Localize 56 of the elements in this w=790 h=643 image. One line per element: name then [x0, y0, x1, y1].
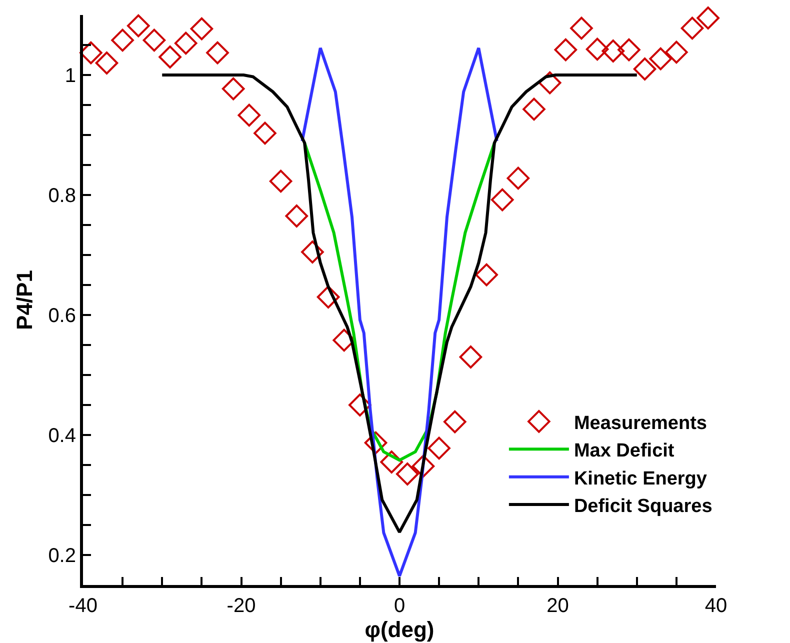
point: [95, 52, 118, 74]
point: [80, 41, 102, 64]
x-tick-label: -40: [68, 595, 98, 617]
point: [380, 450, 403, 474]
point: [602, 40, 625, 62]
point: [680, 16, 704, 40]
point: [142, 28, 166, 52]
legend-label: Kinetic Energy: [574, 468, 708, 490]
y-tick-label: 0.4: [48, 425, 76, 447]
point: [522, 98, 546, 121]
point: [443, 410, 466, 434]
point: [316, 286, 340, 308]
point: [633, 58, 656, 80]
x-tick-label: -20: [226, 595, 256, 617]
point: [459, 346, 482, 368]
point: [269, 170, 292, 193]
point: [238, 104, 261, 127]
x-tick-label: 0: [394, 595, 406, 617]
x-axis-title: φ(deg): [364, 617, 434, 642]
legend-label: Deficit Squares: [574, 496, 712, 517]
point: [475, 263, 498, 286]
point: [364, 431, 388, 454]
point: [126, 14, 150, 38]
y-tick-label: 0.8: [48, 185, 76, 207]
point: [538, 71, 562, 94]
point: [111, 28, 134, 52]
point: [665, 40, 688, 64]
point: [649, 47, 672, 70]
point: [254, 122, 276, 145]
point: [206, 41, 229, 64]
point: [174, 32, 198, 55]
point: [586, 38, 609, 61]
point: [570, 16, 593, 40]
point: [412, 454, 435, 478]
point: [222, 77, 245, 100]
point: [506, 166, 530, 190]
point: [554, 38, 578, 62]
point: [190, 17, 214, 40]
y-tick-label: 0.2: [48, 545, 76, 567]
y-tick-label: 0.6: [48, 305, 76, 327]
point: [428, 436, 450, 460]
point: [285, 204, 308, 228]
line-series: [300, 46, 498, 578]
point: [158, 46, 182, 68]
y-axis-title: P4/P1: [12, 270, 37, 330]
x-tick-label: 20: [546, 595, 569, 617]
point: [696, 6, 720, 30]
point: [301, 240, 324, 264]
legend-label: Measurements: [574, 412, 708, 434]
y-tick-label: 1: [64, 65, 76, 87]
legend-label: Max Deficit: [574, 440, 675, 462]
point: [396, 462, 419, 486]
x-tick-label: 40: [704, 595, 728, 617]
point: [618, 38, 640, 62]
point: [490, 188, 514, 212]
point: [348, 394, 372, 416]
